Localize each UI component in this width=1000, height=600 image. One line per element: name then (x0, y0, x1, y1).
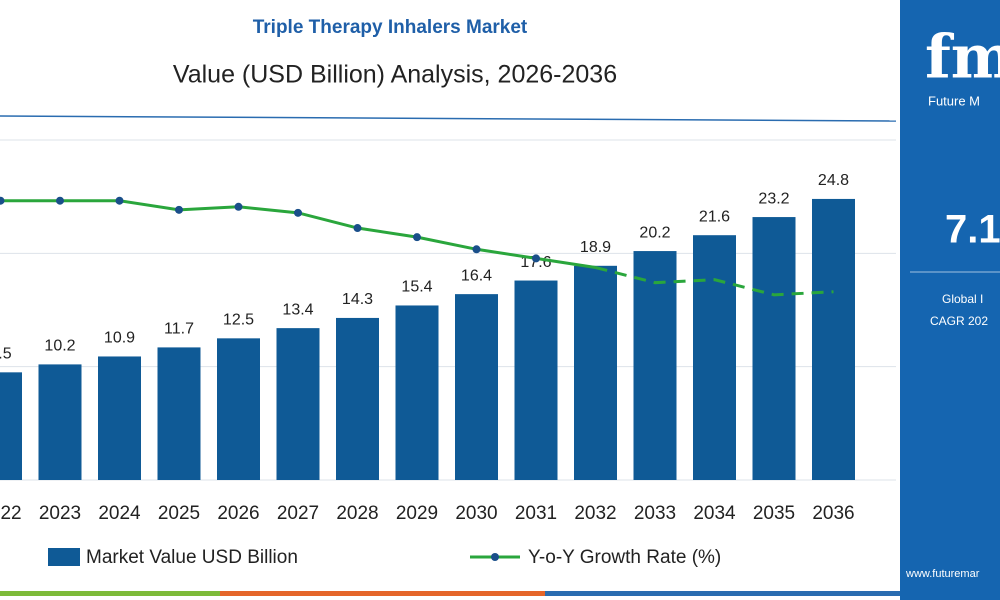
plot: 0102030202220232024202520262027202820292… (0, 139, 896, 568)
x-tick-label: 2023 (39, 503, 81, 524)
data-label: 21.6 (699, 208, 730, 225)
growth-point (413, 233, 421, 242)
x-tick-label: 2032 (574, 503, 616, 524)
data-label: 15.4 (401, 279, 432, 296)
x-tick-label: 2031 (515, 503, 557, 524)
bar (276, 328, 320, 480)
growth-point (294, 208, 302, 217)
growth-point (472, 245, 481, 254)
x-tick-label: 2034 (693, 503, 736, 524)
legend-swatch (491, 553, 499, 561)
strip (0, 591, 220, 596)
bar (574, 265, 617, 480)
growth-point (532, 254, 540, 263)
header-rule (0, 115, 897, 122)
x-tick-label: 2027 (277, 503, 319, 524)
brand-logo: fm (925, 23, 1000, 93)
bar (336, 317, 379, 480)
x-tick-label: 2033 (634, 503, 676, 524)
strip (220, 591, 545, 596)
bar (693, 235, 736, 480)
chart-subtitle: Value (USD Billion) Analysis, 2026-2036 (173, 61, 617, 89)
x-tick-label: 2024 (98, 503, 141, 524)
data-label: 10.2 (44, 338, 75, 355)
x-tick-label: 2022 (0, 503, 22, 524)
bar (157, 347, 201, 480)
data-label: 12.5 (223, 312, 254, 329)
data-label: 10.9 (104, 330, 135, 347)
data-label: 9.5 (0, 346, 12, 363)
x-tick-label: 2029 (396, 503, 438, 524)
bar (38, 364, 82, 480)
bar (752, 217, 796, 481)
brand-text: CAGR 202 (930, 314, 988, 328)
bar (395, 305, 439, 480)
growth-line-projected (595, 266, 834, 297)
legend-swatch (48, 548, 80, 566)
bar (217, 338, 260, 480)
bar (812, 198, 855, 480)
data-label: 23.2 (758, 190, 789, 207)
bar (0, 372, 22, 480)
x-tick-label: 2028 (336, 503, 378, 524)
growth-point (56, 196, 64, 205)
x-tick-label: 2035 (753, 503, 795, 524)
brand-url: www.futuremar (905, 568, 980, 580)
brand-name: Future M (928, 93, 980, 108)
brand-cagr: 7.1 (945, 208, 1000, 252)
bar (514, 280, 558, 480)
growth-point (115, 196, 124, 205)
brand-text: Global I (942, 292, 983, 306)
growth-point (175, 205, 183, 214)
brand-panel (900, 0, 1000, 600)
x-tick-label: 2030 (455, 503, 497, 524)
bar (98, 356, 141, 480)
x-tick-label: 2026 (217, 503, 259, 524)
growth-point (234, 202, 243, 211)
legend-label: Y-o-Y Growth Rate (%) (528, 547, 721, 568)
data-label: 24.8 (818, 172, 849, 189)
legend-label: Market Value USD Billion (86, 547, 298, 568)
data-label: 16.4 (461, 267, 492, 284)
data-label: 11.7 (164, 321, 194, 338)
growth-point (0, 196, 5, 205)
data-label: 13.4 (282, 301, 313, 318)
x-tick-label: 2025 (158, 503, 200, 524)
bar (633, 251, 677, 480)
x-tick-label: 2036 (812, 503, 854, 524)
chart-title: Triple Therapy Inhalers Market (253, 17, 528, 38)
strip (545, 591, 900, 596)
data-label: 18.9 (580, 239, 611, 256)
growth-point (353, 224, 362, 233)
data-label: 14.3 (342, 291, 373, 308)
bar (455, 294, 498, 480)
data-label: 20.2 (639, 224, 670, 241)
